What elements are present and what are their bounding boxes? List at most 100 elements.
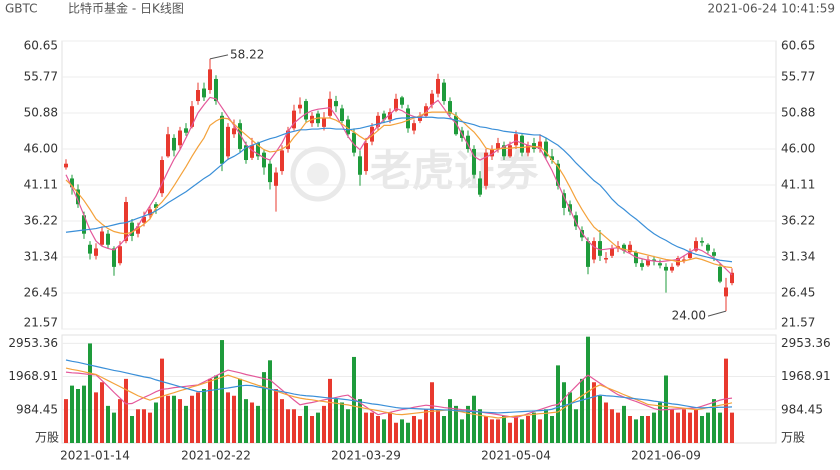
volume-bar — [700, 416, 704, 443]
volume-bar — [640, 416, 644, 443]
y-tick-label: 31.34 — [24, 250, 58, 264]
candle-body — [226, 126, 230, 157]
x-tick-label: 2021-05-04 — [481, 449, 551, 463]
candle-body — [694, 241, 698, 251]
y-tick-label-right: 26.45 — [781, 286, 815, 300]
volume-bar — [562, 382, 566, 443]
moving-average-line — [65, 367, 733, 419]
candle-body — [586, 241, 590, 267]
timestamp: 2021-06-24 10:41:59 — [708, 2, 835, 16]
volume-bar — [580, 378, 584, 443]
volume-bar — [550, 416, 554, 443]
candle-body — [640, 263, 644, 267]
volume-bar — [238, 378, 242, 443]
volume-bar — [694, 409, 698, 443]
candle-body — [502, 145, 506, 157]
moving-average-line — [65, 359, 733, 414]
candle-body — [538, 141, 542, 149]
volume-bar — [406, 422, 410, 443]
volume-bar — [712, 399, 716, 443]
candle-body — [622, 244, 626, 251]
volume-bar — [496, 419, 500, 443]
candle-body — [724, 287, 728, 297]
candle-body — [370, 126, 374, 142]
volume-bar — [334, 399, 338, 443]
y-tick-label: 26.45 — [24, 286, 58, 300]
volume-bar — [214, 375, 218, 443]
candle-body — [268, 163, 272, 183]
volume-bar — [280, 399, 284, 443]
volume-bar — [166, 395, 170, 443]
volume-bar — [598, 395, 602, 443]
candle-body — [190, 106, 194, 127]
candle-body — [598, 241, 602, 256]
volume-bar — [76, 389, 80, 443]
volume-bar — [64, 399, 68, 443]
candle-body — [508, 145, 512, 157]
y-tick-label: 50.88 — [24, 106, 58, 120]
volume-bar — [706, 412, 710, 443]
volume-bar — [592, 382, 596, 443]
candle-body — [544, 141, 548, 157]
volume-bar — [382, 419, 386, 443]
candle-body — [238, 123, 242, 149]
volume-bar — [100, 382, 104, 443]
candle-body — [496, 143, 500, 149]
y-tick-label: 21.57 — [24, 316, 58, 330]
candle-body — [178, 130, 182, 146]
candle-body — [352, 132, 356, 153]
volume-tick-label-right: 1968.91 — [781, 369, 831, 383]
watermark: 老虎证券 — [290, 146, 539, 202]
volume-bar — [718, 412, 722, 443]
candle-body — [154, 204, 158, 208]
candle-body — [208, 69, 212, 91]
volume-bar — [622, 405, 626, 443]
watermark-logo-core — [307, 163, 329, 185]
candle-body — [214, 78, 218, 102]
volume-bar — [514, 416, 518, 443]
volume-bar — [412, 416, 416, 443]
candle-body — [256, 143, 260, 157]
volume-bar — [112, 412, 116, 443]
y-tick-label: 36.22 — [24, 214, 58, 228]
volume-bar — [532, 412, 536, 443]
volume-bar — [616, 412, 620, 443]
candle-body — [532, 143, 536, 149]
candle-body — [94, 248, 98, 256]
candle-body — [118, 246, 122, 264]
volume-bar — [448, 399, 452, 443]
volume-bar — [628, 416, 632, 443]
candle-body — [652, 259, 656, 261]
candle-body — [364, 143, 368, 172]
volume-bar — [82, 385, 86, 443]
y-tick-label: 60.65 — [24, 39, 58, 53]
candle-body — [142, 216, 146, 223]
candle-body — [202, 88, 206, 98]
volume-bar — [682, 409, 686, 443]
candle-body — [184, 128, 188, 133]
volume-bar — [394, 422, 398, 443]
volume-bar — [646, 416, 650, 443]
volume-bar — [298, 416, 302, 443]
candle-body — [382, 113, 386, 120]
candle-body — [526, 145, 530, 153]
volume-bar — [688, 412, 692, 443]
volume-bar — [220, 340, 224, 443]
volume-bar — [604, 402, 608, 443]
candle-body — [136, 226, 140, 234]
volume-bar — [490, 419, 494, 443]
candle-body — [466, 135, 470, 149]
candle-body — [730, 272, 734, 284]
x-tick-label: 2021-03-29 — [331, 449, 401, 463]
volume-bar — [322, 405, 326, 443]
volume-bar — [304, 405, 308, 443]
candle-body — [130, 222, 134, 236]
candle-body — [160, 160, 164, 194]
candle-body — [562, 193, 566, 208]
volume-bar — [424, 409, 428, 443]
volume-tick-label-right: 2953.36 — [781, 336, 831, 350]
candle-body — [100, 231, 104, 245]
candle-body — [322, 118, 326, 127]
volume-tick-label: 2953.36 — [8, 336, 58, 350]
volume-bar — [208, 378, 212, 443]
